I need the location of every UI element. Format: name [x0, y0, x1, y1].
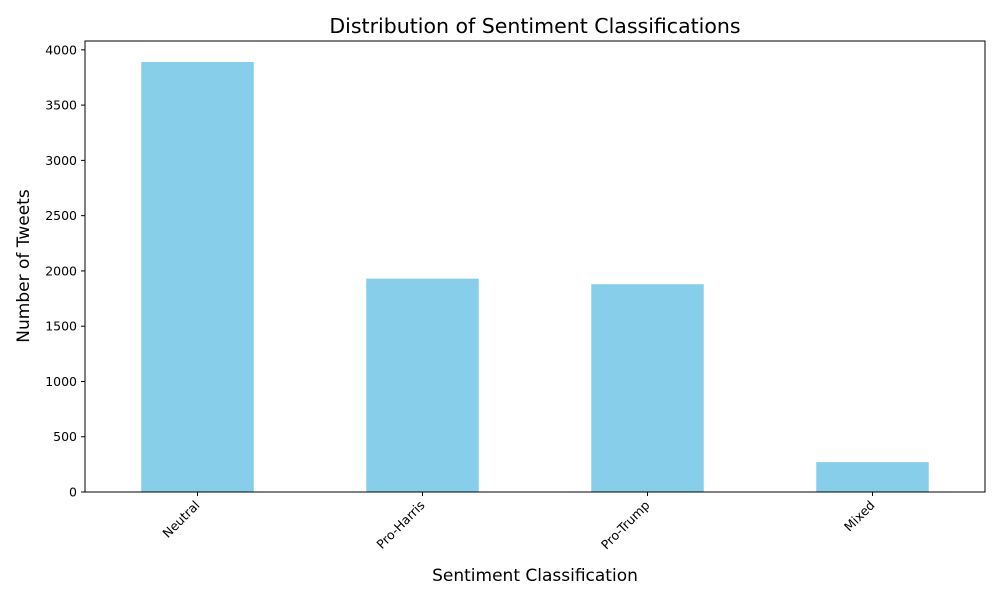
chart-title: Distribution of Sentiment Classification… — [329, 14, 740, 38]
y-tick-label: 1000 — [45, 374, 77, 389]
y-tick-label: 500 — [53, 429, 77, 444]
y-tick-label: 4000 — [45, 42, 77, 57]
bar-pro-trump — [591, 284, 704, 492]
y-tick-label: 1500 — [45, 319, 77, 334]
x-tick-label: Mixed — [841, 498, 878, 535]
x-tick-label: Pro-Harris — [373, 498, 427, 552]
bar-mixed — [816, 462, 929, 492]
x-axis: Neutral Pro-Harris Pro-Trump Mixed — [159, 492, 878, 552]
x-tick-label: Pro-Trump — [598, 497, 653, 552]
y-axis: 0 500 1000 1500 2000 2500 3000 3500 4000 — [45, 42, 85, 500]
plot-frame — [84, 40, 986, 493]
bars-group — [141, 62, 929, 493]
x-tick-label: Neutral — [159, 498, 202, 541]
y-tick-label: 0 — [69, 485, 77, 500]
y-tick-label: 3000 — [45, 153, 77, 168]
bar-neutral — [141, 62, 254, 493]
y-tick-label: 3500 — [45, 98, 77, 113]
y-tick-label: 2500 — [45, 208, 77, 223]
y-axis-title: Number of Tweets — [14, 189, 34, 343]
y-tick-label: 2000 — [45, 263, 77, 278]
bar-pro-harris — [366, 278, 479, 492]
x-axis-title: Sentiment Classification — [432, 566, 638, 586]
